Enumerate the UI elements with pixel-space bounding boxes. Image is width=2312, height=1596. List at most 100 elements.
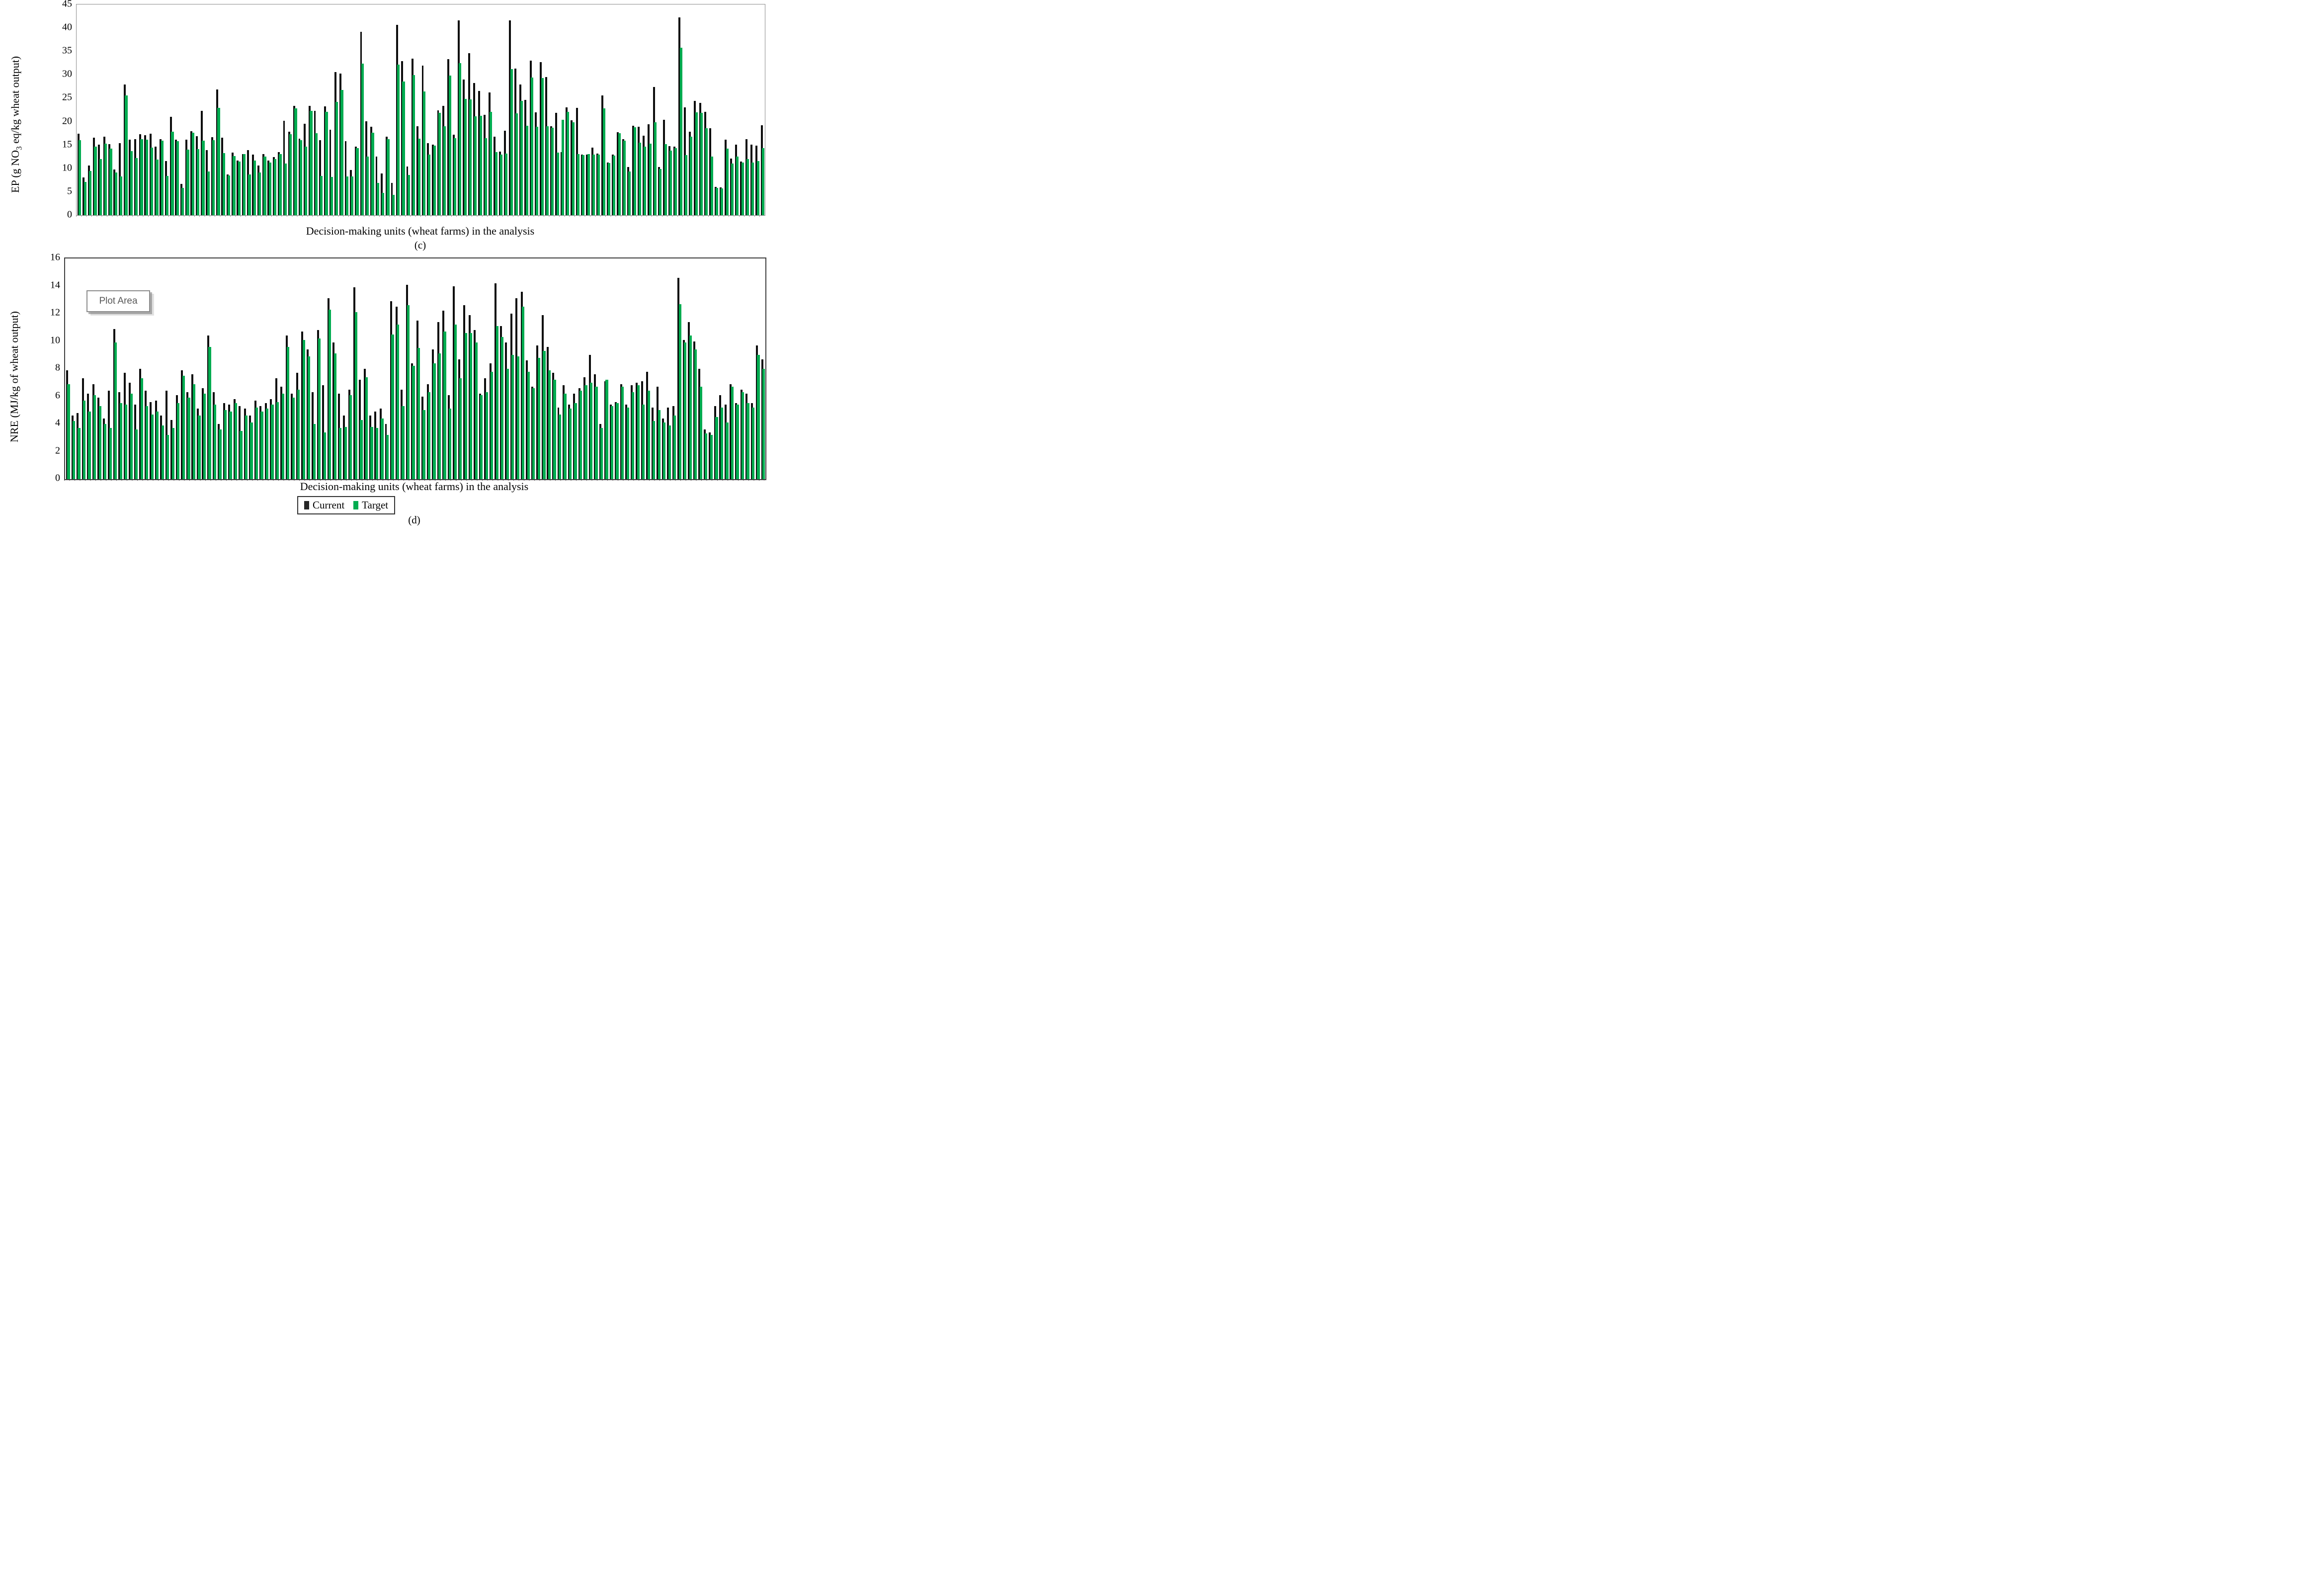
bar-target <box>166 435 169 479</box>
bar-target <box>360 420 363 479</box>
bar-current <box>150 402 152 479</box>
bar-target <box>299 140 302 215</box>
bar-target <box>607 163 611 215</box>
bar-target <box>203 393 206 479</box>
bar-target <box>653 421 656 479</box>
bar-current <box>596 153 598 215</box>
bar-current <box>719 395 722 479</box>
bar-current <box>355 147 357 215</box>
bar-target <box>181 188 184 215</box>
nre-x-axis-ticks <box>64 479 764 481</box>
bar-current <box>207 336 209 479</box>
plot-area-tooltip-label: Plot Area <box>99 296 138 306</box>
bar-target <box>305 147 308 215</box>
chart-legend[interactable]: Current Target <box>297 496 396 514</box>
caption-d: (d) <box>408 514 420 526</box>
bar-target <box>506 369 509 479</box>
bar-target <box>705 433 708 479</box>
bar-current <box>735 144 737 215</box>
bar-target <box>577 154 580 215</box>
bar-target <box>402 82 405 215</box>
bar-current <box>740 389 743 479</box>
bar-target <box>673 416 676 479</box>
bar-current <box>750 144 752 215</box>
bar-current <box>442 105 444 215</box>
y-tick-label: 0 <box>55 472 60 484</box>
bar-current <box>730 159 732 215</box>
bar-current <box>510 314 512 479</box>
bar-current <box>175 395 178 479</box>
y-tick-label: 25 <box>62 91 72 103</box>
bar-current <box>175 140 177 215</box>
bar-target <box>88 412 91 479</box>
bar-target <box>501 337 504 479</box>
bar-target <box>417 139 420 215</box>
bar-current <box>709 432 711 479</box>
ep-y-axis-title: EP (g NO3 eq/kg wheat output) <box>9 56 24 193</box>
bar-current <box>324 106 327 215</box>
bar-target <box>94 146 97 215</box>
legend-item-current[interactable]: Current <box>304 499 344 511</box>
bar-current <box>586 155 588 215</box>
bar-target <box>762 369 765 479</box>
bar-target <box>313 424 316 479</box>
bar-current <box>170 420 173 479</box>
bar-target <box>391 334 394 479</box>
y-tick-label: 30 <box>62 68 72 80</box>
bar-target <box>140 139 143 215</box>
bar-target <box>448 76 451 215</box>
bar-target <box>720 407 724 479</box>
bar-current <box>573 393 576 479</box>
bar-current <box>237 160 239 215</box>
bar-target <box>171 428 174 479</box>
bar-current <box>395 307 398 479</box>
bar-target <box>114 172 117 215</box>
bar-current <box>349 169 352 215</box>
y-tick-label: 5 <box>67 185 72 197</box>
bar-target <box>89 171 92 215</box>
bar-current <box>212 392 215 479</box>
bar-current <box>278 152 280 215</box>
bar-current <box>555 112 558 215</box>
bar-target <box>191 133 194 215</box>
bar-target <box>310 110 313 215</box>
bar-current <box>216 89 219 215</box>
bar-current <box>583 377 586 479</box>
bar-current <box>421 65 424 215</box>
bar-target <box>166 175 169 215</box>
bar-current <box>77 413 79 479</box>
bar-current <box>463 79 465 215</box>
bar-target <box>104 143 107 215</box>
bar-current <box>312 392 314 479</box>
bar-current <box>499 326 502 479</box>
bar-current <box>283 120 285 215</box>
bar-current <box>379 409 382 479</box>
bar-current <box>170 117 172 215</box>
y-tick-label: 6 <box>55 390 60 401</box>
legend-item-target[interactable]: Target <box>353 499 388 511</box>
bar-target <box>396 325 400 479</box>
bar-current <box>709 128 712 215</box>
bar-target <box>668 425 671 479</box>
bar-target <box>574 403 577 479</box>
bar-target <box>642 405 645 479</box>
bar-current <box>495 283 497 479</box>
bar-target <box>762 148 765 215</box>
bar-current <box>262 154 265 215</box>
bar-target <box>356 148 359 215</box>
bar-current <box>155 400 157 479</box>
bar-current <box>223 403 225 479</box>
bar-target <box>433 363 436 479</box>
plot-area-tooltip[interactable]: Plot Area <box>86 290 150 312</box>
bar-current <box>186 392 188 479</box>
bar-current <box>756 345 758 479</box>
bar-target <box>736 405 739 479</box>
bar-target <box>302 339 305 479</box>
bar-current <box>714 187 717 215</box>
bar-target <box>741 392 744 479</box>
bar-target <box>292 398 295 479</box>
bar-current <box>637 126 640 215</box>
y-tick-label: 16 <box>50 252 60 263</box>
bar-current <box>609 405 612 479</box>
bar-current <box>71 416 74 479</box>
